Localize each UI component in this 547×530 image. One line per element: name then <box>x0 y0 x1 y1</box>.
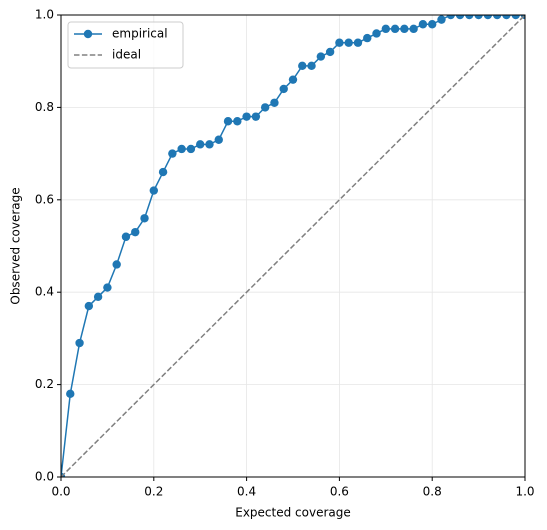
data-point <box>363 33 372 43</box>
x-tick-label: 0.0 <box>51 485 70 499</box>
data-point <box>400 24 409 34</box>
data-point <box>428 20 437 29</box>
data-point <box>465 15 474 20</box>
data-point <box>214 135 223 144</box>
y-tick-label: 0.6 <box>35 192 54 206</box>
y-tick-label: 0.8 <box>35 100 54 114</box>
x-tick-label: 0.2 <box>144 485 163 499</box>
y-tick-label: 0.2 <box>35 377 54 391</box>
data-point <box>483 15 493 20</box>
data-point <box>353 38 363 47</box>
data-point <box>121 232 131 241</box>
data-point <box>390 24 400 34</box>
data-point <box>131 227 140 237</box>
data-point <box>103 283 112 292</box>
data-point <box>344 38 353 47</box>
data-point <box>223 117 233 126</box>
x-tick-label: 0.6 <box>330 485 349 499</box>
y-axis-label: Observed coverage <box>9 187 23 304</box>
data-point <box>196 140 205 149</box>
data-point <box>233 117 242 126</box>
data-point <box>158 167 168 177</box>
data-point <box>75 338 84 348</box>
axes-frame <box>60 14 526 478</box>
data-point <box>418 20 428 29</box>
data-point <box>409 24 418 34</box>
data-point <box>502 15 511 20</box>
data-point <box>307 61 316 71</box>
data-point <box>140 214 149 223</box>
data-point <box>251 112 261 121</box>
data-point <box>298 61 307 71</box>
data-point <box>84 301 94 311</box>
plot-area <box>61 15 525 477</box>
data-point <box>288 75 298 84</box>
data-point <box>437 15 446 24</box>
data-point <box>335 38 344 47</box>
data-point <box>474 15 483 20</box>
x-tick-label: 1.0 <box>515 485 534 499</box>
data-point <box>168 149 177 158</box>
x-tick-label: 0.8 <box>423 485 442 499</box>
legend-label: ideal <box>112 48 141 62</box>
data-point <box>270 98 279 107</box>
data-point <box>112 260 121 269</box>
data-point <box>492 15 502 20</box>
data-point <box>93 292 103 302</box>
data-point <box>316 52 326 61</box>
x-axis-label: Expected coverage <box>235 506 351 520</box>
data-point <box>186 144 196 154</box>
data-point <box>149 186 158 195</box>
x-tick-label: 0.4 <box>237 485 256 499</box>
data-point <box>260 103 270 112</box>
data-point <box>455 15 465 20</box>
data-point <box>205 140 214 149</box>
legend-marker <box>83 29 93 39</box>
data-point <box>372 29 381 38</box>
data-point <box>279 84 288 94</box>
legend-label: empirical <box>112 27 168 41</box>
data-point <box>177 144 186 154</box>
data-point <box>325 47 335 57</box>
data-point <box>446 15 455 20</box>
data-point <box>66 389 75 399</box>
y-tick-label: 0.4 <box>35 285 54 299</box>
y-tick-label: 1.0 <box>35 8 54 22</box>
data-point <box>381 24 390 34</box>
series-line <box>61 15 525 477</box>
y-tick-label: 0.0 <box>35 470 54 484</box>
data-point <box>242 112 251 121</box>
data-point <box>511 15 520 20</box>
